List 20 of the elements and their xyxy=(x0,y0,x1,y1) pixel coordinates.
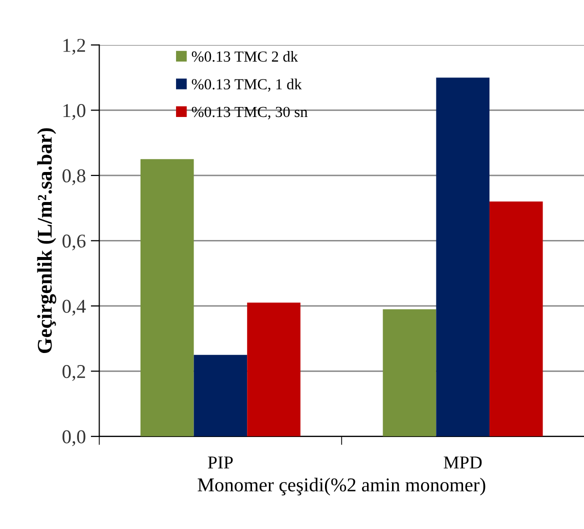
x-tick-label: MPD xyxy=(444,456,482,468)
legend-label: %0.13 TMC, 1 dk xyxy=(192,78,302,92)
x-axis-title: Monomer çeşidi(%2 amin monomer) xyxy=(198,478,486,496)
y-tick-label: 0,2 xyxy=(62,364,86,381)
bar xyxy=(382,309,436,436)
y-tick-label: 0,6 xyxy=(62,234,86,250)
bar xyxy=(194,354,248,436)
x-tick-label: PIP xyxy=(208,456,233,468)
y-axis-title: Geçirgenlik (L/m².sa.bar) xyxy=(37,128,56,354)
bar xyxy=(436,78,490,436)
bar xyxy=(489,202,543,436)
legend-label: %0.13 TMC, 30 sn xyxy=(192,106,308,120)
bar xyxy=(140,159,194,436)
y-tick-label: 1,2 xyxy=(63,38,86,55)
y-tick-label: 0,0 xyxy=(62,430,86,446)
legend-label: %0.13 TMC 2 dk xyxy=(192,50,298,62)
y-tick-label: 0,4 xyxy=(62,300,86,316)
bar xyxy=(247,302,300,436)
y-tick-label: 1,0 xyxy=(63,104,86,120)
y-tick-label: 0,8 xyxy=(62,169,86,186)
